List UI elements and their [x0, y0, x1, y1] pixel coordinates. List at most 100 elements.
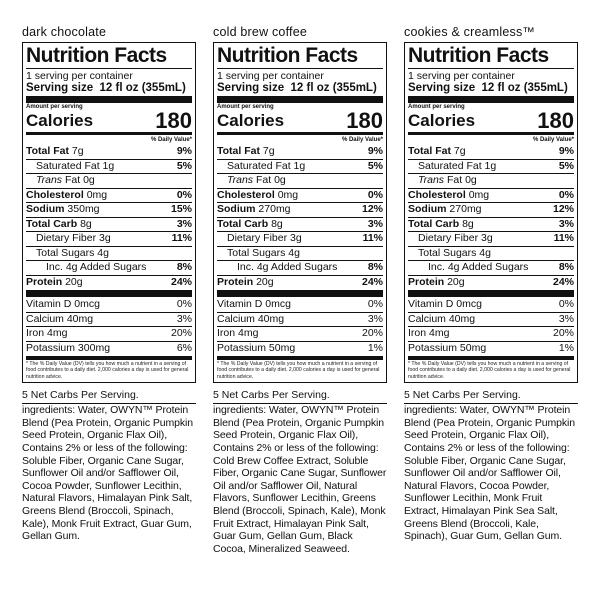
nutrient-amount: 20g	[65, 275, 83, 288]
nutrient-daily-value: 24%	[361, 275, 383, 288]
nutrition-facts-panel: Nutrition Facts 1 serving per container …	[22, 42, 196, 384]
vitamin-row: Potassium 50mg 1%	[408, 340, 574, 356]
amount-per-serving-label: Amount per serving	[26, 104, 83, 110]
daily-value-footnote: * The % Daily Value (DV) tells you how m…	[26, 361, 189, 380]
ingredients-text: ingredients: Water, OWYN™ Protein Blend …	[22, 404, 194, 543]
nutrient-amount: 7g	[262, 145, 275, 157]
nutrient-label: Total Carb 8g	[26, 218, 92, 232]
vitamin-daily-value: 3%	[558, 312, 574, 325]
nutrient-name: Total Sugars	[418, 246, 477, 259]
nutrient-amount: 0mg	[277, 188, 299, 201]
vitamin-daily-value: 0%	[558, 298, 574, 310]
calories-label: Calories	[217, 111, 285, 130]
nutrient-name: Inc. 4g Added Sugars	[428, 261, 529, 273]
vitamin-row: Potassium 50mg 1%	[217, 340, 383, 356]
nutrient-amount: 1g	[293, 159, 306, 172]
daily-value-header: % Daily Value*	[150, 137, 192, 143]
nutrient-label: Dietary Fiber 3g	[217, 232, 302, 246]
nutrient-list: Total Fat 7g 9% Saturated Fat 1g 5% Trans Fa…	[26, 145, 192, 289]
nutrient-name: Saturated Fat	[36, 159, 100, 172]
vitamin-list: Vitamin D 0mcg 0% Calcium 40mg 3% Iron 4mg 20…	[408, 298, 574, 355]
flavor-name: cold brew coffee	[213, 25, 307, 39]
nutrient-row: Total Sugars 4g	[408, 245, 574, 261]
nutrient-daily-value: 24%	[552, 275, 574, 288]
vitamin-daily-value: 20%	[170, 327, 192, 339]
nutrient-row: Inc. 4g Added Sugars 8%	[26, 260, 192, 275]
nutrient-name: Inc. 4g Added Sugars	[237, 261, 338, 273]
nutrient-name: Dietary Fiber	[418, 232, 479, 244]
vitamin-daily-value: 1%	[367, 341, 383, 354]
vitamin-row: Potassium 300mg 6%	[26, 340, 192, 356]
nutrient-name: Saturated Fat	[227, 159, 291, 172]
nutrient-amount: 8g	[462, 217, 474, 230]
nutrient-amount: 3g	[290, 232, 302, 244]
nutrient-row: Sodium 270mg 12%	[408, 202, 574, 217]
vitamin-label: Vitamin D 0mcg	[26, 298, 100, 310]
nutrient-name-italic: Trans	[418, 174, 445, 186]
nutrient-row: Trans Fat 0g	[217, 173, 383, 188]
calories-label: Calories	[26, 111, 94, 130]
nutrient-label: Trans Fat 0g	[26, 174, 95, 188]
calories-label: Calories	[408, 111, 476, 130]
nutrient-daily-value: 12%	[552, 203, 574, 215]
vitamin-row: Calcium 40mg 3%	[217, 311, 383, 327]
nutrient-name: Fat	[64, 174, 81, 186]
nutrient-row: Inc. 4g Added Sugars 8%	[408, 260, 574, 275]
vitamin-daily-value: 0%	[367, 298, 383, 310]
net-carbs-text: 5 Net Carbs Per Serving.	[22, 389, 196, 405]
nutrient-daily-value: 9%	[558, 145, 574, 157]
vitamin-daily-value: 20%	[552, 327, 574, 339]
nutrient-label: Protein 20g	[217, 276, 274, 290]
nutrient-name: Protein	[217, 275, 254, 288]
nutrient-daily-value: 5%	[176, 159, 192, 172]
nutrient-row: Protein 20g 24%	[217, 274, 383, 290]
serving-size: Serving size 12 fl oz (355mL)	[26, 82, 186, 94]
nutrient-amount: 3g	[481, 232, 493, 244]
nutrient-name: Fat	[446, 174, 463, 186]
ingredients-text: ingredients: Water, OWYN™ Protein Blend …	[213, 404, 387, 555]
nutrient-amount: 4g	[479, 246, 491, 259]
nutrient-name-italic: Trans	[227, 174, 254, 186]
ingredients-text: ingredients: Water, OWYN™ Protein Blend …	[404, 404, 576, 543]
panel-title: Nutrition Facts	[408, 44, 549, 67]
nutrient-row: Protein 20g 24%	[26, 274, 192, 290]
nutrient-amount: 20g	[256, 275, 274, 288]
nutrient-amount: 1g	[102, 159, 115, 172]
panel-column-cold-brew-coffee: cold brew coffee Nutrition Facts 1 servi…	[213, 24, 387, 555]
nutrient-label: Inc. 4g Added Sugars	[217, 261, 337, 275]
nutrient-amount: 4g	[97, 246, 109, 259]
nutrient-amount: 20g	[447, 275, 465, 288]
nutrient-daily-value: 3%	[176, 217, 192, 230]
net-carbs-text: 5 Net Carbs Per Serving.	[213, 389, 387, 405]
serving-size: Serving size 12 fl oz (355mL)	[408, 82, 568, 94]
nutrient-row: Total Sugars 4g	[26, 245, 192, 261]
nutrient-label: Cholesterol 0mg	[26, 189, 107, 203]
calories-row: Calories 180	[408, 110, 574, 132]
nutrient-row: Total Carb 8g 3%	[408, 216, 574, 232]
nutrient-row: Saturated Fat 1g 5%	[217, 158, 383, 174]
vitamin-label: Potassium 50mg	[217, 341, 296, 354]
nutrient-row: Trans Fat 0g	[26, 173, 192, 188]
nutrient-row: Cholesterol 0mg 0%	[26, 187, 192, 203]
vitamin-daily-value: 3%	[367, 312, 383, 325]
nutrient-daily-value: 5%	[367, 159, 383, 172]
amount-per-serving-label: Amount per serving	[408, 104, 465, 110]
nutrient-amount: 350mg	[67, 203, 100, 215]
vitamin-row: Calcium 40mg 3%	[26, 311, 192, 327]
amount-per-serving-label: Amount per serving	[217, 104, 274, 110]
nutrient-amount: 1g	[484, 159, 497, 172]
nutrient-daily-value: 11%	[553, 232, 574, 244]
vitamin-daily-value: 1%	[558, 341, 574, 354]
nutrient-amount: 270mg	[258, 203, 291, 215]
nutrient-name: Sodium	[217, 203, 256, 215]
nutrient-row: Sodium 270mg 12%	[217, 202, 383, 217]
nutrient-daily-value: 11%	[362, 232, 383, 244]
nutrient-row: Dietary Fiber 3g 11%	[217, 231, 383, 246]
nutrient-label: Sodium 270mg	[217, 203, 291, 217]
nutrient-name: Sodium	[408, 203, 447, 215]
nutrient-name: Inc. 4g Added Sugars	[46, 261, 147, 273]
nutrient-row: Total Fat 7g 9%	[408, 145, 574, 159]
nutrient-daily-value: 5%	[558, 159, 574, 172]
nutrient-daily-value: 0%	[558, 188, 574, 201]
serving-size: Serving size 12 fl oz (355mL)	[217, 82, 377, 94]
